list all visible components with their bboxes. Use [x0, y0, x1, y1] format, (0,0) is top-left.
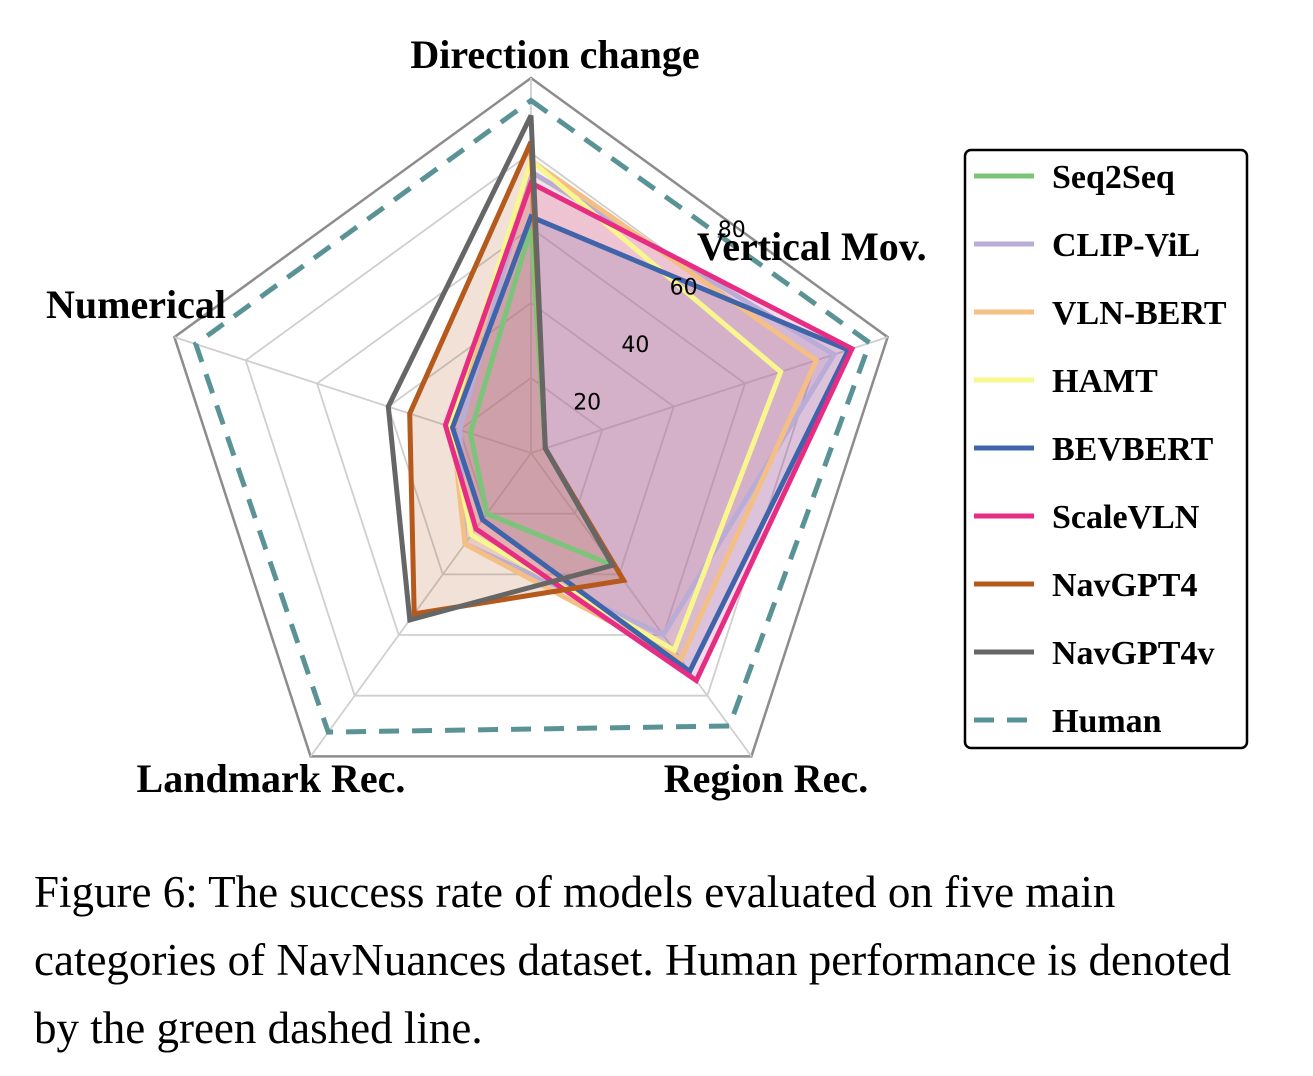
tick-label-60: 60	[670, 276, 698, 301]
series-line-navgpt4v	[385, 114, 617, 624]
grid-ring-100	[172, 76, 890, 758]
axis-label-direction-change: Direction change	[410, 32, 699, 77]
series-line-scalevln	[442, 179, 856, 685]
series-line-human	[192, 97, 873, 735]
legend-label-hamt: HAMT	[1052, 363, 1158, 400]
spoke-1	[530, 336, 888, 454]
tick-label-80: 80	[718, 218, 746, 243]
radial-tick-labels: 20 40 60 80	[573, 218, 746, 415]
legend-label-vln-bert: VLN-BERT	[1052, 295, 1227, 332]
series-lines	[192, 97, 873, 735]
legend-label-seq2seq: Seq2Seq	[1052, 159, 1175, 196]
axis-labels: Direction change Vertical Mov. Region Rec.…	[46, 32, 927, 801]
radar-chart: 20 40 60 80 Direction change Vertical Mov. Re…	[46, 32, 1249, 801]
axis-label-region-rec-: Region Rec.	[664, 756, 868, 801]
spoke-2	[530, 452, 753, 757]
series-line-vln-bert	[449, 156, 820, 663]
series-fill-bevbert	[452, 216, 849, 672]
legend-label-navgpt4: NavGPT4	[1052, 567, 1197, 604]
legend: Seq2Seq CLIP-ViL VLN-BERT HAMT BEVBERT ScaleV…	[963, 148, 1249, 750]
spoke-3	[309, 452, 532, 757]
legend-label-human: Human	[1052, 703, 1162, 740]
axis-label-landmark-rec-: Landmark Rec.	[137, 756, 406, 801]
legend-items: Seq2Seq CLIP-ViL VLN-BERT HAMT BEVBERT ScaleV…	[974, 159, 1227, 740]
series-line-bevbert	[449, 213, 852, 676]
figure-caption: Figure 6: The success rate of models eva…	[34, 867, 1232, 1053]
series-fill-clip-vil	[459, 171, 835, 636]
legend-label-scalevln: ScaleVLN	[1052, 499, 1200, 536]
tick-label-20: 20	[573, 391, 601, 416]
legend-label-navgpt4v: NavGPT4v	[1052, 635, 1214, 672]
grid-ring-60	[315, 226, 747, 636]
axis-label-numerical: Numerical	[46, 282, 226, 327]
legend-frame	[963, 148, 1249, 750]
tick-label-40: 40	[621, 333, 649, 358]
axis-label-vertical-mov-: Vertical Mov.	[697, 224, 927, 269]
legend-label-bevbert: BEVBERT	[1052, 431, 1214, 468]
legend-label-clip-vil: CLIP-ViL	[1052, 227, 1200, 264]
